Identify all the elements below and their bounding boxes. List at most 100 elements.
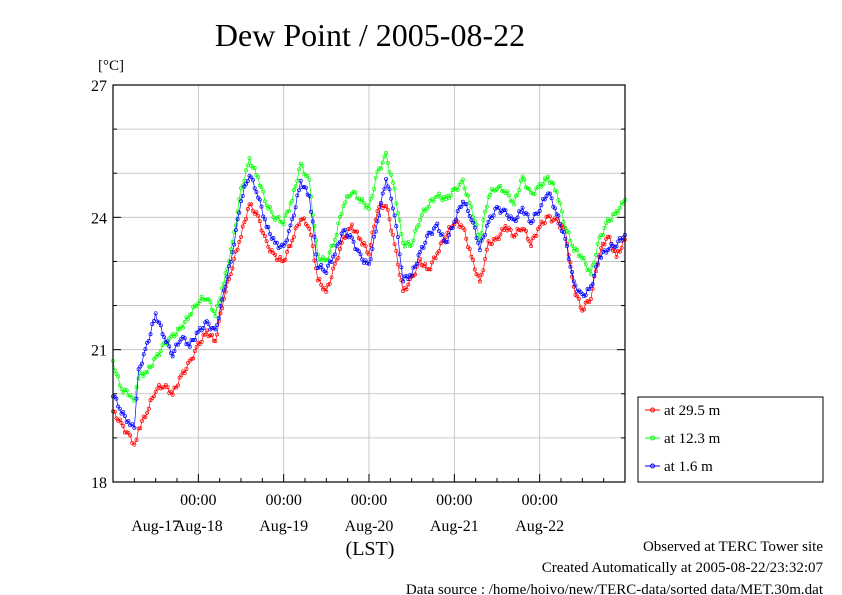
series-point bbox=[520, 205, 525, 210]
series-point bbox=[285, 249, 290, 254]
series-point bbox=[256, 213, 261, 218]
series-point bbox=[300, 163, 305, 168]
series-point bbox=[146, 406, 151, 411]
series-point bbox=[349, 222, 354, 227]
series-point bbox=[211, 309, 216, 314]
series-point bbox=[172, 349, 177, 354]
series-point bbox=[187, 344, 192, 349]
series-point bbox=[426, 204, 431, 209]
series-point bbox=[464, 202, 469, 207]
series-point bbox=[271, 236, 276, 240]
series-point bbox=[290, 198, 295, 203]
series-point bbox=[599, 255, 604, 260]
series-point bbox=[363, 258, 368, 263]
series-point bbox=[291, 188, 296, 192]
series-point bbox=[515, 192, 520, 197]
series-point bbox=[474, 236, 479, 241]
series-point bbox=[121, 409, 126, 414]
legend-label: at 12.3 m bbox=[664, 431, 721, 447]
series-point bbox=[336, 221, 341, 226]
series-point bbox=[532, 192, 537, 197]
series-point bbox=[128, 433, 133, 438]
series-point bbox=[534, 211, 539, 216]
series-point bbox=[257, 197, 262, 202]
series-point bbox=[274, 240, 279, 245]
series-point bbox=[609, 218, 614, 223]
series-point bbox=[483, 209, 488, 214]
series-point bbox=[549, 196, 554, 201]
series-point bbox=[322, 258, 327, 263]
series-point bbox=[271, 215, 276, 220]
series-point bbox=[396, 211, 400, 215]
legend-swatch-marker bbox=[650, 463, 655, 469]
series-point bbox=[469, 218, 474, 222]
series-point bbox=[474, 222, 479, 227]
series-1 bbox=[111, 151, 627, 403]
series-point bbox=[358, 237, 363, 242]
series-point bbox=[358, 252, 363, 257]
x-tick-time-label: 00:00 bbox=[180, 492, 216, 509]
series-point bbox=[505, 189, 510, 194]
series-point bbox=[286, 209, 291, 214]
series-point bbox=[262, 217, 267, 222]
x-tick-time-label: 00:00 bbox=[521, 492, 557, 509]
series-point bbox=[582, 256, 586, 260]
series-point bbox=[590, 282, 595, 287]
series-point bbox=[339, 211, 344, 216]
series-point bbox=[454, 217, 458, 222]
series-point bbox=[227, 263, 232, 268]
series-point bbox=[594, 269, 598, 274]
series-point bbox=[322, 285, 327, 290]
series-point bbox=[587, 267, 592, 272]
series-point bbox=[138, 426, 143, 431]
series-point bbox=[348, 226, 353, 231]
series-point bbox=[594, 252, 598, 257]
series-point bbox=[378, 166, 383, 171]
series-point bbox=[175, 342, 180, 347]
series-point bbox=[262, 199, 267, 204]
series-point bbox=[619, 238, 624, 243]
series-point bbox=[307, 226, 312, 231]
x-tick-date-label: Aug-22 bbox=[515, 518, 564, 535]
series-point bbox=[341, 204, 346, 209]
series-point bbox=[387, 217, 392, 222]
series-point bbox=[466, 193, 470, 198]
series-point bbox=[266, 225, 271, 229]
series-point bbox=[332, 252, 337, 257]
series-point bbox=[230, 240, 235, 244]
series-point bbox=[264, 225, 269, 229]
series-point bbox=[396, 234, 400, 239]
series-point bbox=[450, 225, 455, 230]
series-point bbox=[477, 279, 482, 284]
series-point bbox=[394, 201, 399, 206]
series-point bbox=[298, 178, 303, 183]
series-point bbox=[399, 265, 404, 270]
x-tick-time-label: 00:00 bbox=[351, 492, 387, 509]
series-point bbox=[295, 193, 300, 198]
series-point bbox=[162, 335, 167, 340]
series-point bbox=[153, 355, 158, 360]
series-point bbox=[481, 268, 486, 273]
series-point bbox=[471, 258, 476, 262]
series-point bbox=[392, 242, 397, 247]
series-point bbox=[476, 232, 481, 237]
series-point bbox=[541, 196, 546, 201]
series-point bbox=[409, 273, 414, 278]
series-point bbox=[186, 341, 191, 346]
series-point bbox=[503, 224, 508, 228]
series-point bbox=[319, 282, 324, 287]
series-point bbox=[365, 203, 370, 208]
series-point bbox=[353, 190, 358, 195]
series-point bbox=[252, 186, 257, 191]
series-point bbox=[425, 233, 429, 238]
series-point bbox=[145, 410, 150, 415]
series-point bbox=[146, 338, 151, 343]
series-point bbox=[319, 263, 324, 267]
series-point bbox=[343, 227, 348, 232]
series-point bbox=[213, 314, 218, 319]
series-point bbox=[141, 352, 146, 357]
series-point bbox=[349, 235, 354, 240]
series-point bbox=[297, 188, 301, 193]
series-point bbox=[261, 189, 266, 194]
series-point bbox=[472, 267, 477, 272]
